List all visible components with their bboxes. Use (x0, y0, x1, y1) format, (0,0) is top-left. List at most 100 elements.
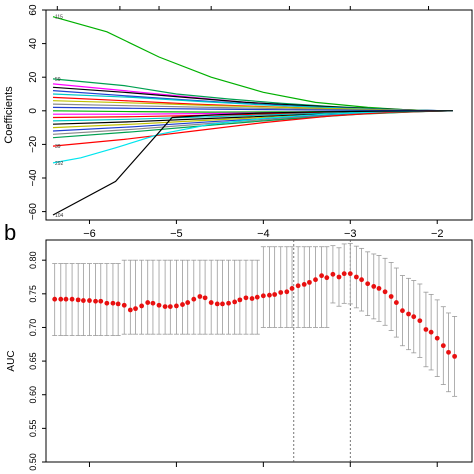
y-axis-title: AUC (6, 350, 17, 371)
x-tick-label: −4 (257, 228, 270, 240)
auc-point (347, 271, 353, 277)
y-tick-label: 0.50 (28, 453, 38, 471)
plot-frame (45, 239, 473, 463)
auc-point (423, 327, 429, 332)
auc-point (145, 300, 151, 305)
coefficient-path-panel: 115 59 39 292 104 −60 −40 −20 0 20 40 60 −6 −5 −4 −3 −2 C… (3, 4, 473, 240)
auc-point (197, 294, 203, 299)
plot-frame (45, 9, 473, 221)
auc-point (202, 295, 208, 301)
auc-point (110, 300, 116, 306)
auc-point (434, 335, 440, 341)
coefficient-path-20 (52, 110, 453, 147)
auc-point (69, 296, 75, 302)
y-tick-label: 20 (28, 71, 39, 83)
y-tick-label: 0.75 (28, 285, 38, 303)
y-tick-label: 40 (28, 38, 39, 50)
y-tick-label: 0.70 (28, 319, 38, 337)
y-tick-label: −40 (28, 169, 39, 186)
auc-point (295, 283, 301, 289)
auc-point (353, 274, 359, 280)
auc-point (121, 302, 127, 308)
auc-point (272, 292, 278, 297)
y-tick-label: 60 (28, 4, 39, 16)
auc-point (167, 304, 173, 309)
auc-point (307, 279, 312, 285)
series-label: 104 (55, 213, 64, 219)
auc-point (185, 300, 191, 305)
y-tick-label: 0.80 (28, 251, 38, 269)
auc-point (87, 298, 92, 303)
auc-point (301, 282, 307, 287)
x-tick-label: −2 (431, 228, 444, 240)
panel-label-b: b (4, 220, 16, 245)
auc-point (93, 298, 98, 304)
auc-point (174, 303, 179, 309)
auc-point (330, 271, 336, 277)
auc-point (393, 300, 399, 305)
auc-point (417, 318, 423, 324)
auc-point (162, 304, 168, 309)
auc-point (58, 296, 64, 302)
auc-point (446, 349, 451, 355)
auc-panel: 0.50 0.55 0.60 0.65 0.70 0.75 0.80 AUC (6, 239, 473, 471)
auc-point (365, 281, 371, 287)
auc-point (127, 307, 133, 313)
auc-point (341, 271, 347, 277)
y-axis-title: Coefficients (3, 86, 15, 144)
y-tick-label: 0.65 (28, 352, 38, 370)
auc-point (411, 314, 417, 320)
series-label: 39 (55, 144, 61, 150)
auc-point (63, 296, 69, 302)
auc-point (75, 297, 81, 303)
coefficient-path-21 (52, 110, 453, 164)
y-tick-label: −60 (28, 203, 39, 220)
auc-point (319, 273, 324, 279)
x-tick-label: −6 (83, 228, 96, 240)
auc-point (115, 301, 121, 307)
auc-point (52, 296, 58, 302)
y-tick-label: 0.60 (28, 386, 38, 404)
auc-point (254, 294, 260, 300)
auc-point (440, 343, 446, 349)
y-tick-label: −20 (28, 135, 39, 152)
x-tick-label: −5 (170, 228, 183, 240)
auc-point (359, 277, 364, 283)
auc-point (214, 301, 220, 307)
auc-point (267, 292, 272, 298)
auc-point (133, 306, 138, 312)
series-label: 115 (55, 15, 63, 21)
auc-point (284, 289, 290, 295)
auc-point (191, 296, 197, 302)
auc-point (80, 298, 86, 303)
auc-point (180, 302, 185, 307)
auc-point (313, 277, 318, 283)
auc-point (406, 311, 411, 317)
series-label: 292 (55, 161, 64, 167)
auc-point (249, 296, 255, 301)
auc-point (150, 300, 156, 306)
auc-point (336, 274, 342, 280)
auc-point (98, 298, 104, 304)
coefficient-path-22 (52, 110, 453, 216)
auc-point (382, 289, 388, 295)
auc-point (289, 286, 295, 291)
auc-point (388, 294, 394, 299)
x-tick-label: −3 (344, 228, 357, 240)
auc-point (226, 300, 231, 306)
auc-point (232, 299, 238, 305)
auc-point (139, 303, 145, 309)
auc-point (208, 300, 214, 305)
y-tick-label: 0 (28, 108, 39, 114)
auc-point (237, 297, 243, 303)
auc-point (260, 293, 266, 299)
auc-point (243, 295, 249, 301)
auc-point (220, 301, 225, 307)
series-label: 59 (55, 77, 61, 83)
auc-point (400, 308, 405, 314)
y-tick-label: 0.55 (28, 420, 38, 438)
auc-point (376, 286, 382, 291)
auc-point (278, 290, 284, 295)
auc-point (324, 275, 330, 281)
